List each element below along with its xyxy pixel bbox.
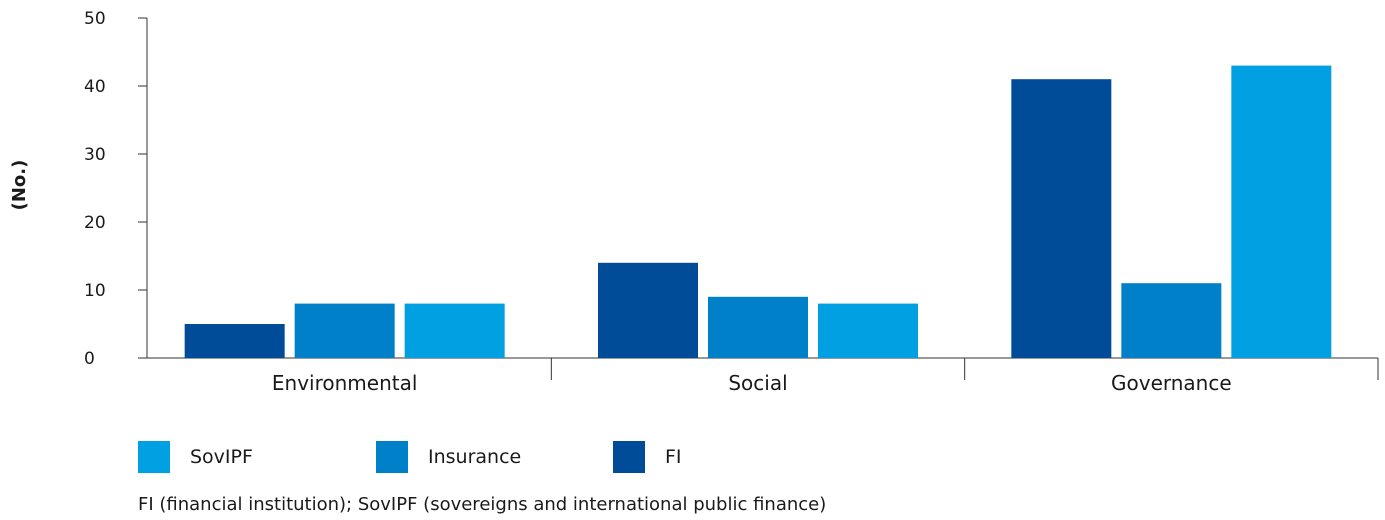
bar <box>294 303 395 358</box>
footnote: FI (financial institution); SovIPF (sove… <box>138 494 827 515</box>
bar <box>598 262 698 358</box>
bar <box>818 303 918 358</box>
y-tick-label: 10 <box>84 281 106 301</box>
x-category-label: Environmental <box>272 371 418 395</box>
bar <box>708 296 808 358</box>
bar <box>404 303 505 358</box>
legend-label-insurance: Insurance <box>428 446 522 468</box>
x-category-label: Governance <box>1111 371 1232 395</box>
legend-swatch-sovipf <box>138 441 170 473</box>
x-axis: Environmental Social Governance <box>138 357 1379 395</box>
y-tick-label: 20 <box>84 213 106 233</box>
legend-item-insurance: Insurance <box>376 441 521 473</box>
y-tick-label: 40 <box>84 77 106 97</box>
legend-swatch-insurance <box>376 441 408 473</box>
bar <box>1231 65 1332 358</box>
legend-label-fi: FI <box>665 446 682 468</box>
legend-item-fi: FI <box>613 441 682 473</box>
legend-swatch-fi <box>613 441 645 473</box>
bar <box>1121 283 1222 358</box>
bar <box>184 324 285 358</box>
y-tick-label: 0 <box>84 349 95 369</box>
y-tick-label: 50 <box>84 9 106 29</box>
bar <box>1011 79 1112 358</box>
bar-chart: (No.) 0 10 20 30 40 50 Environmental Social Gov… <box>9 9 1379 395</box>
y-axis: 0 10 20 30 40 50 <box>84 9 148 369</box>
y-tick-label: 30 <box>84 145 106 165</box>
x-category-label: Social <box>728 371 787 395</box>
legend-item-sovipf: SovIPF <box>138 441 253 473</box>
legend-label-sovipf: SovIPF <box>190 446 253 468</box>
y-axis-label: (No.) <box>9 160 30 211</box>
bars <box>184 65 1332 358</box>
